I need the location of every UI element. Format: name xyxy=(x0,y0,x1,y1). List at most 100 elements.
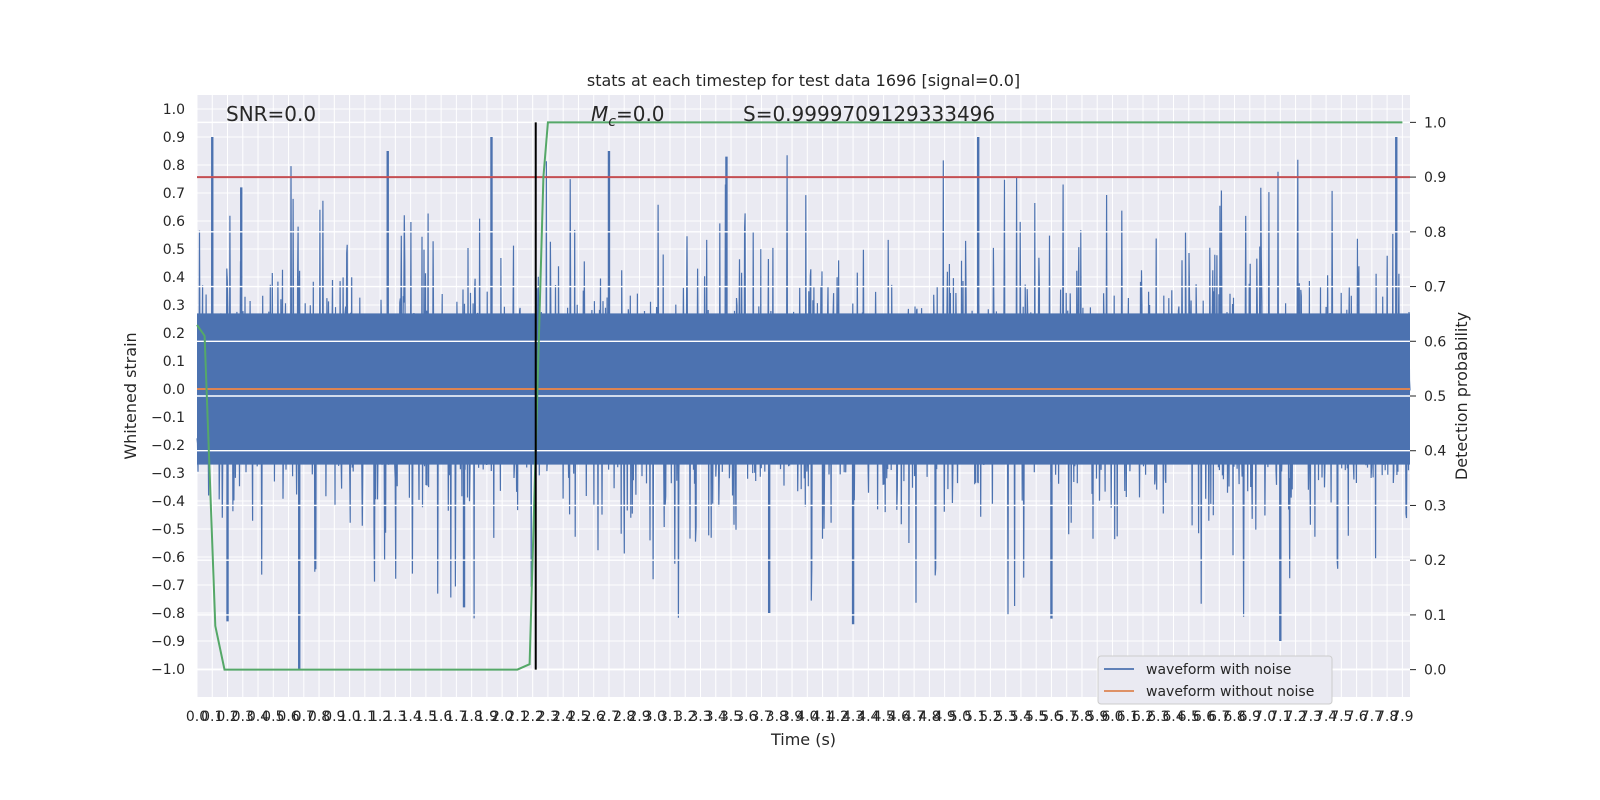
x-tick-label: 0.0 xyxy=(186,709,208,725)
x-tick-label: 3.6 xyxy=(735,709,757,725)
x-tick-label: 5.3 xyxy=(995,709,1017,725)
x-tick-label: 5.2 xyxy=(979,709,1001,725)
x-tick-label: 0.6 xyxy=(277,709,299,725)
y-tick-label: 1.0 xyxy=(163,102,185,118)
x-tick-label: 3.0 xyxy=(644,709,666,725)
x-tick-label: 0.7 xyxy=(293,709,315,725)
x-tick-label: 1.5 xyxy=(415,709,437,725)
x-tick-label: 3.7 xyxy=(750,709,772,725)
legend-label-waveform-without-noise: waveform without noise xyxy=(1146,684,1314,700)
x-tick-label: 6.9 xyxy=(1239,709,1261,725)
x-tick-label: 1.3 xyxy=(384,709,406,725)
x-tick-label: 3.9 xyxy=(781,709,803,725)
x-tick-label: 4.8 xyxy=(918,709,940,725)
y-tick-label: 0.8 xyxy=(163,158,185,174)
y-tick-label: −0.6 xyxy=(151,550,185,566)
x-tick-label: 1.7 xyxy=(445,709,467,725)
x-tick-label: 3.3 xyxy=(689,709,711,725)
x-tick-label: 6.3 xyxy=(1147,709,1169,725)
y-tick-label: 0.7 xyxy=(163,186,185,202)
x-tick-label: 2.0 xyxy=(491,709,513,725)
y-tick-label: −0.3 xyxy=(151,466,185,482)
x-tick-label: 5.1 xyxy=(964,709,986,725)
y-tick-label: −0.2 xyxy=(151,438,185,454)
x-tick-label: 5.8 xyxy=(1071,709,1093,725)
x-tick-label: 4.5 xyxy=(872,709,894,725)
annotation-mc-subscript: c xyxy=(608,114,616,130)
x-tick-label: 6.7 xyxy=(1208,709,1230,725)
x-tick-label: 2.6 xyxy=(583,709,605,725)
y-right-tick-label: 0.2 xyxy=(1424,553,1446,569)
y-tick-label: 0.4 xyxy=(163,270,185,286)
x-tick-label: 4.2 xyxy=(827,709,849,725)
y-tick-label: −0.7 xyxy=(151,578,185,594)
x-tick-label: 3.2 xyxy=(674,709,696,725)
y-axis-label: Whitened strain xyxy=(121,332,140,459)
y-tick-label: −0.9 xyxy=(151,634,185,650)
x-tick-label: 6.0 xyxy=(1101,709,1123,725)
x-tick-label: 0.2 xyxy=(216,709,238,725)
x-tick-label: 0.4 xyxy=(247,709,269,725)
y-tick-label: −0.5 xyxy=(151,522,185,538)
x-tick-label: 4.7 xyxy=(903,709,925,725)
y-right-tick-label: 0.8 xyxy=(1424,225,1446,241)
x-tick-label: 4.9 xyxy=(934,709,956,725)
x-tick-label: 1.9 xyxy=(476,709,498,725)
x-tick-label: 1.8 xyxy=(461,709,483,725)
x-tick-label: 7.5 xyxy=(1330,709,1352,725)
x-tick-label: 6.6 xyxy=(1193,709,1215,725)
annotation-mc-symbol: M xyxy=(591,102,608,126)
legend-box xyxy=(1097,655,1333,705)
y-axis-label-right: Detection probability xyxy=(1452,312,1471,480)
y-right-tick-label: 1.0 xyxy=(1424,115,1446,131)
x-tick-label: 1.0 xyxy=(338,709,360,725)
x-tick-label: 3.1 xyxy=(659,709,681,725)
x-tick-label: 4.4 xyxy=(857,709,879,725)
axes: 0.00.10.20.30.40.50.60.70.80.91.01.11.21… xyxy=(151,102,1446,725)
y-tick-label: −0.4 xyxy=(151,494,185,510)
y-tick-label: 0.5 xyxy=(163,242,185,258)
x-tick-label: 7.1 xyxy=(1269,709,1291,725)
x-tick-label: 1.2 xyxy=(369,709,391,725)
x-tick-label: 5.6 xyxy=(1040,709,1062,725)
y-right-tick-label: 0.5 xyxy=(1424,389,1446,405)
x-tick-label: 7.9 xyxy=(1391,709,1413,725)
annotation-mc: Mc=0.0 xyxy=(591,102,665,130)
x-tick-label: 2.8 xyxy=(613,709,635,725)
x-tick-label: 2.9 xyxy=(628,709,650,725)
y-tick-label: −0.1 xyxy=(151,410,185,426)
y-tick-label: 0.1 xyxy=(163,354,185,370)
x-tick-label: 7.6 xyxy=(1345,709,1367,725)
y-right-tick-label: 0.0 xyxy=(1424,663,1446,679)
legend-label-waveform-with-noise: waveform with noise xyxy=(1146,662,1291,678)
x-tick-label: 1.1 xyxy=(354,709,376,725)
y-right-tick-label: 0.7 xyxy=(1424,280,1446,296)
y-tick-label: −0.8 xyxy=(151,606,185,622)
y-right-tick-label: 0.9 xyxy=(1424,170,1446,186)
x-tick-label: 5.4 xyxy=(1010,709,1032,725)
x-tick-label: 1.6 xyxy=(430,709,452,725)
x-tick-label: 6.4 xyxy=(1162,709,1184,725)
y-right-tick-label: 0.1 xyxy=(1424,608,1446,624)
x-tick-label: 7.0 xyxy=(1254,709,1276,725)
annotation-snr: SNR=0.0 xyxy=(226,102,316,126)
x-axis-label: Time (s) xyxy=(770,730,836,749)
x-tick-label: 3.8 xyxy=(766,709,788,725)
x-tick-label: 6.2 xyxy=(1132,709,1154,725)
x-tick-label: 0.3 xyxy=(232,709,254,725)
annotation-mc-value: =0.0 xyxy=(616,102,665,126)
x-tick-label: 1.4 xyxy=(399,709,421,725)
series-detection-probability xyxy=(196,121,1403,671)
x-tick-label: 7.2 xyxy=(1284,709,1306,725)
x-tick-label: 5.9 xyxy=(1086,709,1108,725)
legend: waveform with noise waveform without noi… xyxy=(1097,655,1333,705)
overlay-lines xyxy=(196,121,1410,671)
y-tick-label: 0.2 xyxy=(163,326,185,342)
x-tick-label: 0.5 xyxy=(262,709,284,725)
x-tick-label: 3.5 xyxy=(720,709,742,725)
x-tick-label: 5.0 xyxy=(949,709,971,725)
x-tick-label: 6.1 xyxy=(1117,709,1139,725)
y-tick-label: −1.0 xyxy=(151,662,185,678)
x-tick-label: 7.8 xyxy=(1376,709,1398,725)
